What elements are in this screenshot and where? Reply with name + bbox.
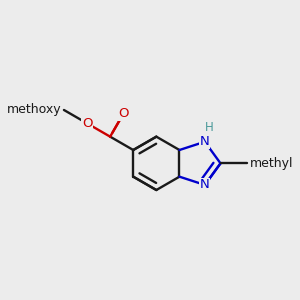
Text: O: O (82, 117, 92, 130)
Text: N: N (200, 135, 210, 148)
Text: N: N (200, 178, 210, 191)
Text: H: H (205, 121, 214, 134)
Text: methyl: methyl (250, 157, 293, 170)
Text: methoxy: methoxy (7, 103, 61, 116)
Text: O: O (118, 107, 129, 120)
